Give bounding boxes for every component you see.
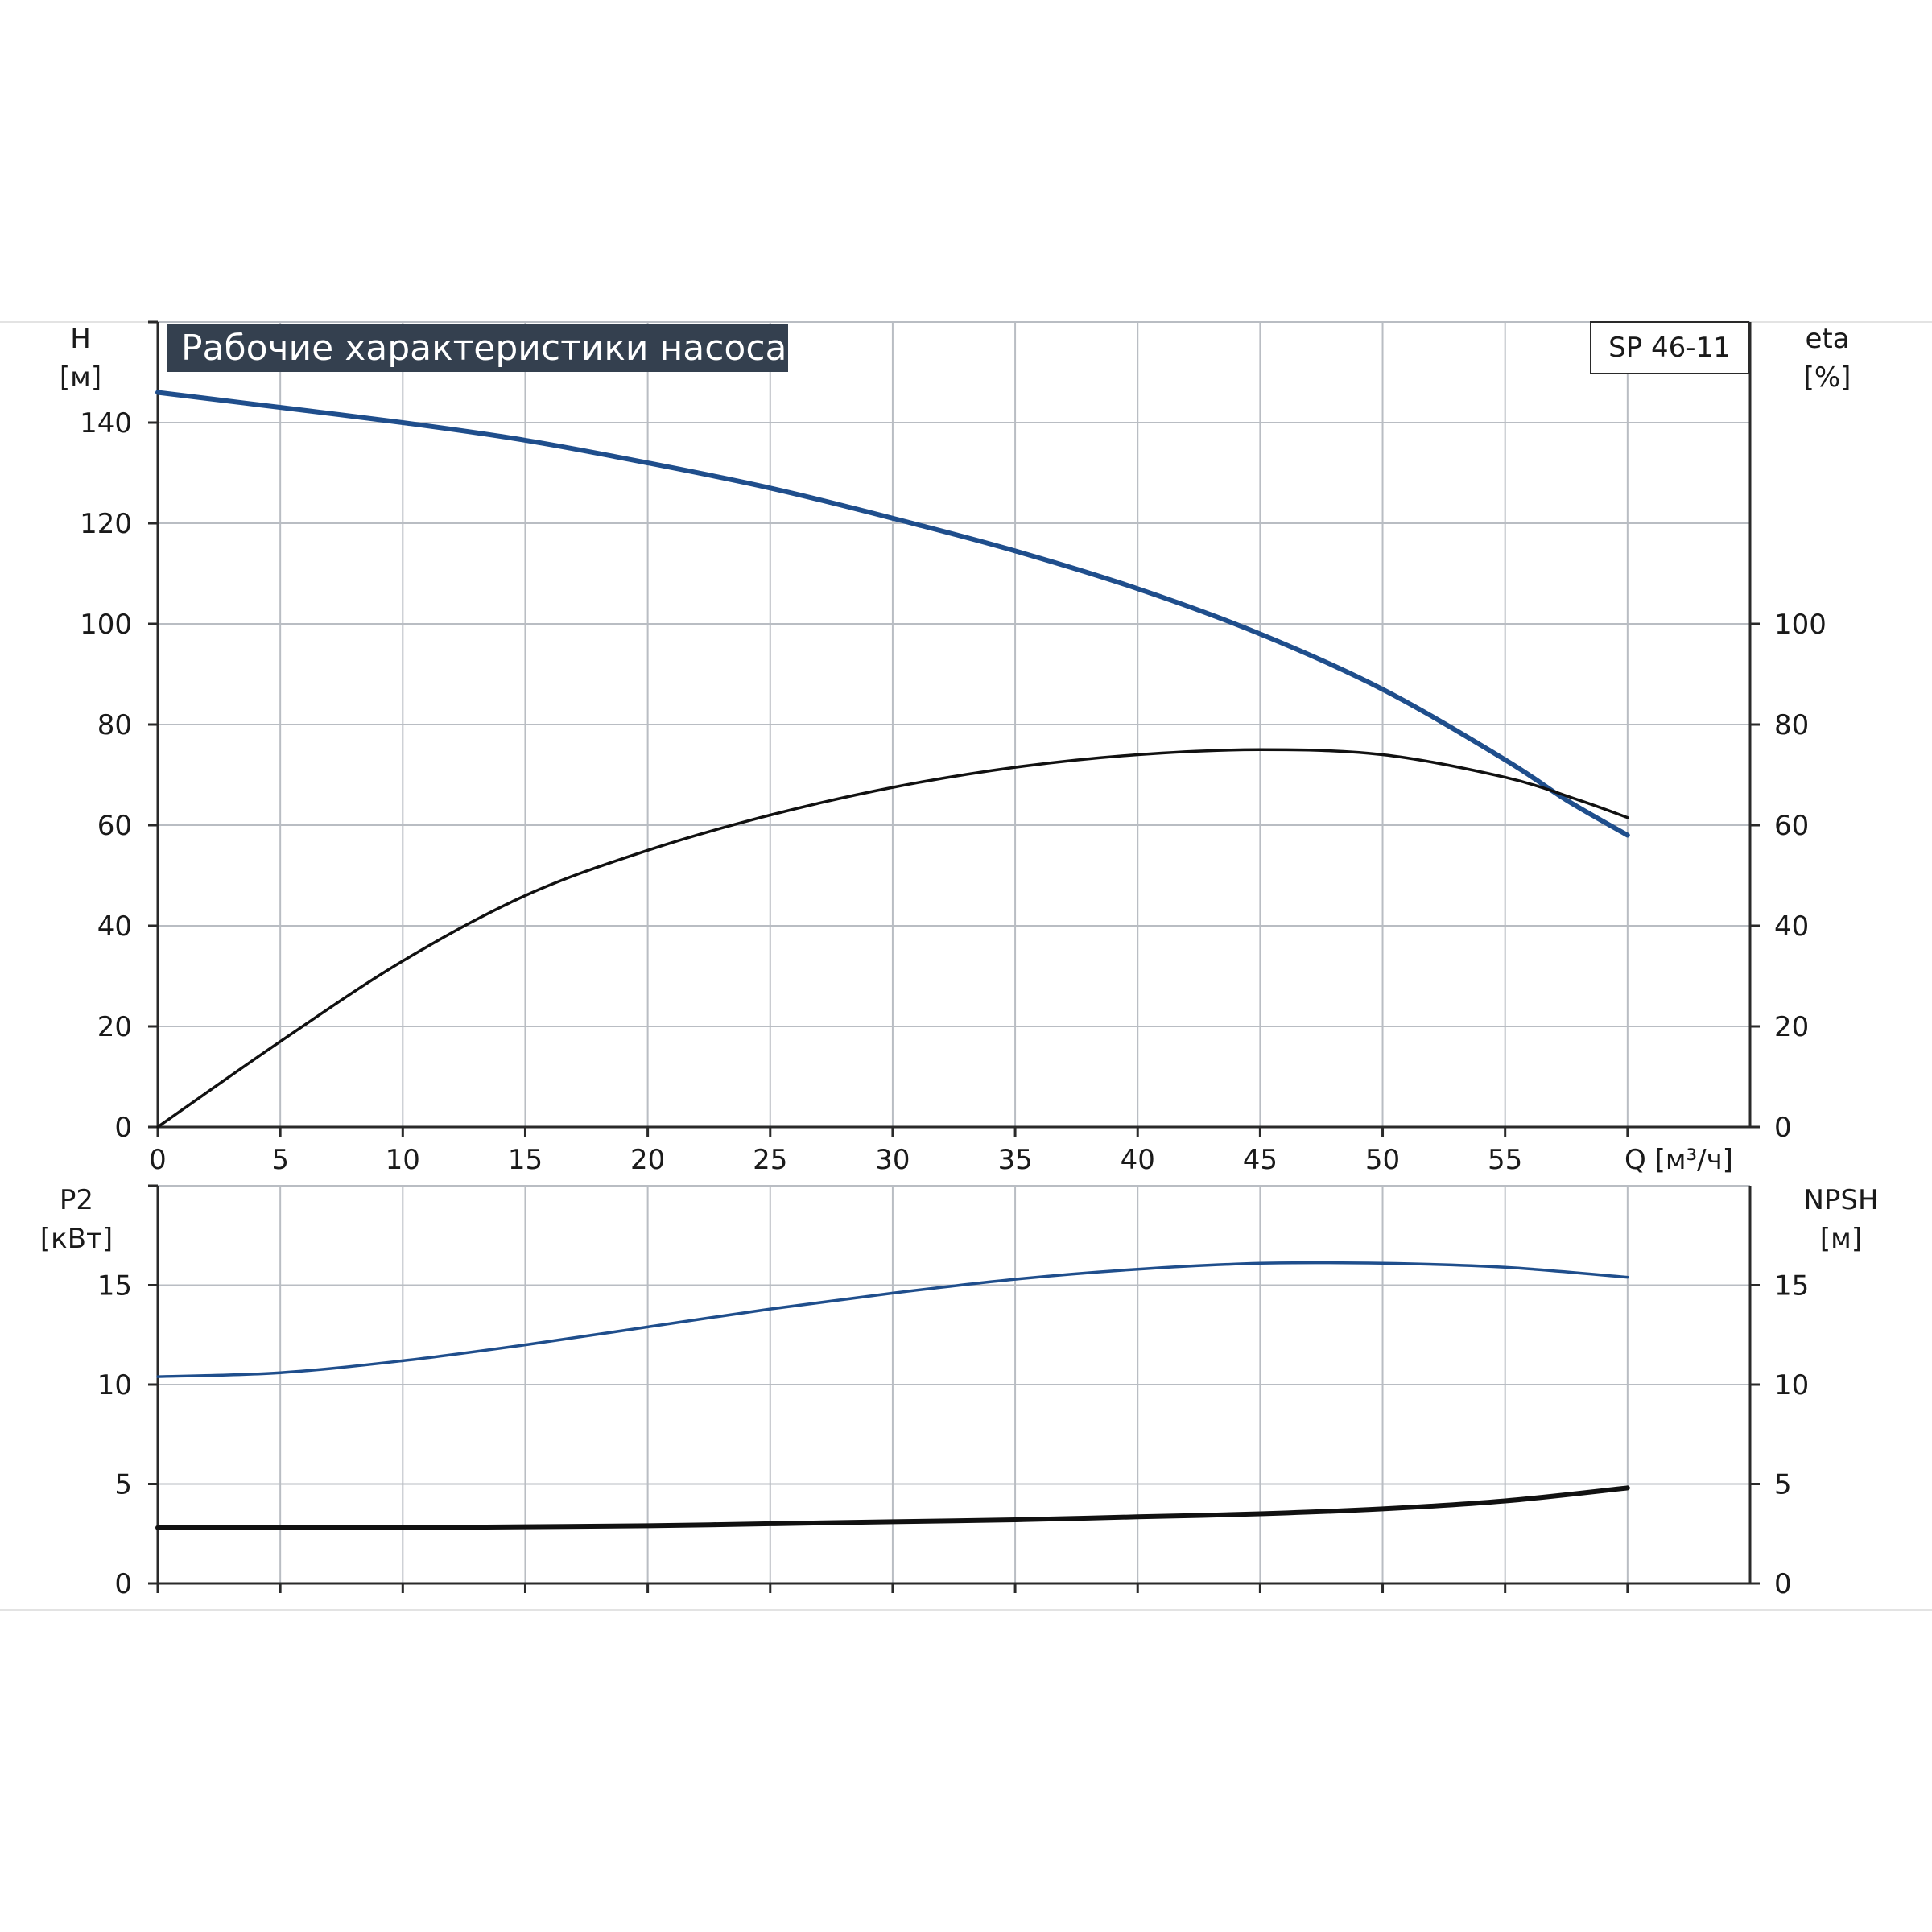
upper-series-0-curve bbox=[155, 390, 1630, 838]
right-axis-unit-eta: [%] bbox=[1804, 361, 1852, 394]
lower-right-tick-label: 5 bbox=[1774, 1469, 1792, 1501]
upper-x-tick-label: 20 bbox=[630, 1144, 665, 1176]
lower-right-tick-label: 10 bbox=[1774, 1369, 1809, 1402]
x-axis-label: Q [м³/ч] bbox=[1624, 1144, 1733, 1176]
upper-x-tick-label: 45 bbox=[1243, 1144, 1278, 1176]
upper-right-tick-label: 100 bbox=[1774, 609, 1827, 641]
upper-x-tick-label: 5 bbox=[271, 1144, 289, 1176]
upper-series-1-curve bbox=[156, 748, 1629, 1129]
title-background bbox=[167, 324, 788, 372]
upper-x-tick-label: 0 bbox=[149, 1144, 167, 1176]
right-axis-label-eta: eta bbox=[1805, 323, 1849, 355]
upper-right-tick-label: 60 bbox=[1774, 810, 1809, 842]
upper-x-tick-label: 35 bbox=[997, 1144, 1032, 1176]
lower-axis-labels: P2 [кВт] NPSH [м] bbox=[40, 1184, 1879, 1255]
lower-right-tick-label: 15 bbox=[1774, 1270, 1809, 1302]
upper-x-tick-label: 40 bbox=[1121, 1144, 1155, 1176]
model-label-frame bbox=[1590, 321, 1749, 374]
left-axis-label-p2: P2 bbox=[60, 1184, 93, 1216]
lower-series-1-curve bbox=[155, 1485, 1630, 1530]
upper-right-tick-label: 40 bbox=[1774, 910, 1809, 943]
upper-x-tick-label: 15 bbox=[508, 1144, 543, 1176]
right-axis-unit-npsh: [м] bbox=[1820, 1223, 1862, 1255]
upper-axis-labels: H [м] eta [%] Q [м³/ч] bbox=[60, 323, 1852, 1176]
upper-right-tick-label: 80 bbox=[1774, 709, 1809, 741]
lower-left-tick-label: 5 bbox=[114, 1469, 132, 1501]
lower-left-tick-label: 15 bbox=[97, 1270, 132, 1302]
upper-left-tick-label: 40 bbox=[97, 910, 132, 943]
upper-left-tick-label: 0 bbox=[114, 1112, 132, 1144]
chart-title: Рабочие характеристики насоса bbox=[181, 328, 786, 369]
upper-right-tick-label: 20 bbox=[1774, 1011, 1809, 1043]
lower-right-tick-label: 0 bbox=[1774, 1568, 1792, 1600]
model-label-box: SP 46-11 bbox=[1590, 321, 1749, 374]
upper-left-tick-label: 120 bbox=[80, 508, 132, 540]
upper-left-tick-label: 140 bbox=[80, 407, 132, 440]
upper-right-tick-label: 0 bbox=[1774, 1112, 1792, 1144]
upper-left-tick-label: 80 bbox=[97, 709, 132, 741]
upper-x-tick-label: 55 bbox=[1488, 1144, 1522, 1176]
lower-left-tick-label: 0 bbox=[114, 1568, 132, 1600]
lower-series-0-curve bbox=[156, 1261, 1629, 1378]
left-axis-unit-p2: [кВт] bbox=[40, 1223, 113, 1255]
upper-left-tick-label: 20 bbox=[97, 1011, 132, 1043]
lower-left-tick-label: 10 bbox=[97, 1369, 132, 1402]
upper-plot: 0 20 40 60 80 100 120 140 0 20 40 60 80 100 0 5 10 15 20 25… bbox=[80, 320, 1827, 1176]
upper-x-tick-label: 25 bbox=[753, 1144, 787, 1176]
upper-left-tick-label: 60 bbox=[97, 810, 132, 842]
right-axis-label-npsh: NPSH bbox=[1803, 1184, 1878, 1216]
model-label: SP 46-11 bbox=[1608, 332, 1731, 364]
upper-left-tick-label: 100 bbox=[80, 609, 132, 641]
lower-plot: 0 5 10 15 0 5 10 15 bbox=[97, 1184, 1809, 1600]
upper-x-tick-label: 30 bbox=[875, 1144, 910, 1176]
left-axis-label-h: H bbox=[70, 323, 91, 355]
left-axis-unit-h: [м] bbox=[60, 361, 101, 394]
upper-x-tick-label: 10 bbox=[386, 1144, 420, 1176]
title-box: Рабочие характеристики насоса bbox=[167, 324, 788, 372]
upper-x-tick-label: 50 bbox=[1365, 1144, 1400, 1176]
